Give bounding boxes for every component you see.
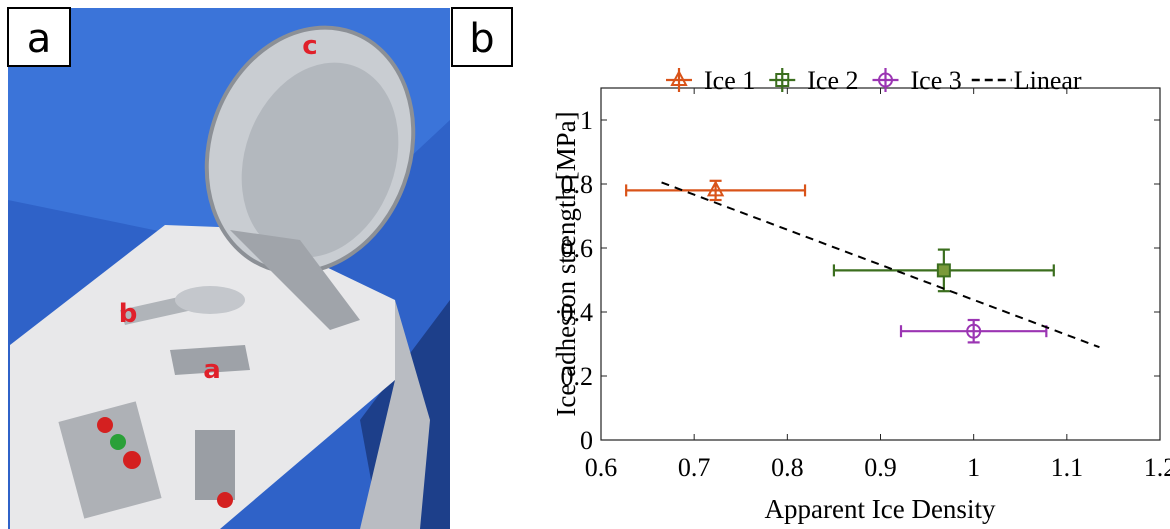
x-tick-label: 1 [967, 453, 980, 482]
y-axis-label: Ice adhesion strength [MPa] [551, 111, 581, 416]
legend-label: Ice 3 [911, 66, 962, 95]
base [170, 345, 250, 375]
x-axis-label: Apparent Ice Density [765, 494, 996, 524]
y-tick-label: 0.4 [561, 298, 594, 327]
panel-label-box [7, 7, 71, 67]
x-tick-label: 0.7 [678, 453, 711, 482]
button [123, 451, 141, 469]
photo-label: c [302, 31, 317, 61]
x-tick-label: 0.9 [864, 453, 897, 482]
legend-label: Ice 1 [704, 66, 755, 95]
x-tick-label: 1.2 [1144, 453, 1170, 482]
fit-line [661, 181, 1100, 349]
marker [775, 73, 790, 87]
plot-frame [600, 87, 1161, 441]
clamp [195, 430, 235, 500]
y-tick-label: 0.6 [561, 234, 594, 263]
legend-label: Linear [1014, 66, 1082, 95]
y-tick-label: 0 [580, 426, 593, 455]
box-side [360, 300, 430, 529]
button [97, 417, 113, 433]
control-box [58, 401, 162, 519]
x-tick-label: 1.1 [1051, 453, 1084, 482]
legend-label: Ice 2 [807, 66, 858, 95]
y-tick-label: 0.2 [561, 362, 594, 391]
button [110, 434, 126, 450]
photo-label: a [203, 355, 221, 385]
photo-label: b [119, 299, 138, 329]
hub [175, 286, 245, 314]
marker [966, 323, 982, 339]
y-tick-label: 1 [580, 106, 593, 135]
marker [878, 72, 893, 88]
panel-label: b [469, 16, 494, 62]
x-tick-label: 0.6 [585, 453, 618, 482]
photo: c b a [8, 8, 450, 529]
x-tick-label: 0.8 [771, 453, 804, 482]
y-tick-label: 0.8 [561, 170, 594, 199]
marker [936, 263, 951, 278]
marker [706, 180, 725, 197]
handle [217, 492, 233, 508]
panel-label: a [27, 16, 52, 62]
disk-inner [241, 62, 399, 258]
panel-label-box [451, 7, 513, 67]
marker [670, 69, 688, 86]
arm [230, 230, 360, 330]
